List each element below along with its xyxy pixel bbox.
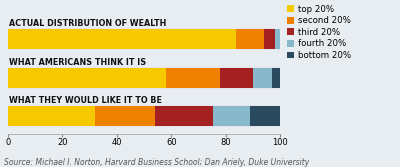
Legend: top 20%, second 20%, third 20%, fourth 20%, bottom 20%: top 20%, second 20%, third 20%, fourth 2… [287, 5, 351, 60]
Text: WHAT AMERICANS THINK IT IS: WHAT AMERICANS THINK IT IS [9, 58, 146, 67]
Bar [166, 68, 220, 88]
Bar [8, 68, 280, 88]
Bar [274, 29, 280, 49]
Text: Source: Michael I. Norton, Harvard Business School; Dan Ariely, Duke University: Source: Michael I. Norton, Harvard Busin… [4, 158, 309, 167]
Bar [8, 106, 280, 126]
Bar [8, 68, 166, 88]
Bar [236, 29, 264, 49]
Bar [250, 106, 280, 126]
Text: WHAT THEY WOULD LIKE IT TO BE: WHAT THEY WOULD LIKE IT TO BE [9, 96, 162, 105]
Bar [95, 106, 155, 126]
Bar [253, 68, 272, 88]
Bar [272, 68, 280, 88]
Bar [213, 106, 250, 126]
Text: ACTUAL DISTRIBUTION OF WEALTH: ACTUAL DISTRIBUTION OF WEALTH [9, 19, 167, 28]
Bar [264, 29, 274, 49]
Bar [155, 106, 213, 126]
Bar [8, 29, 236, 49]
Bar [8, 106, 95, 126]
Bar [8, 29, 280, 49]
Bar [220, 68, 253, 88]
